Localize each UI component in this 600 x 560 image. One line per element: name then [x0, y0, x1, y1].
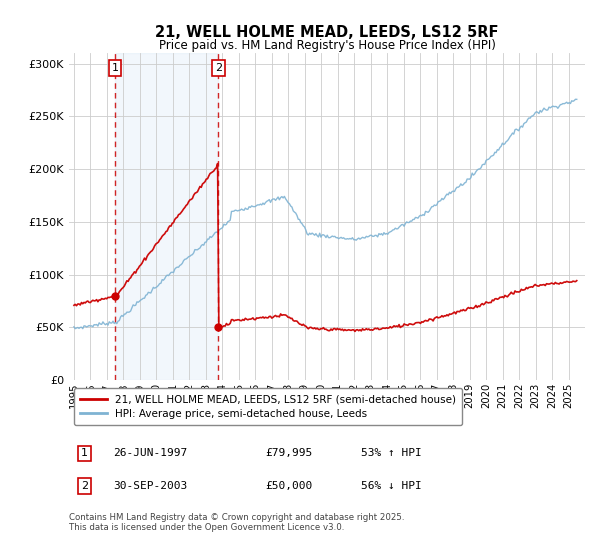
Text: 1: 1 — [81, 449, 88, 459]
Text: 2: 2 — [215, 63, 222, 73]
Text: Contains HM Land Registry data © Crown copyright and database right 2025.
This d: Contains HM Land Registry data © Crown c… — [69, 513, 404, 533]
Legend: 21, WELL HOLME MEAD, LEEDS, LS12 5RF (semi-detached house), HPI: Average price, : 21, WELL HOLME MEAD, LEEDS, LS12 5RF (se… — [74, 388, 462, 425]
Bar — [115, 53, 218, 380]
Text: 21, WELL HOLME MEAD, LEEDS, LS12 5RF: 21, WELL HOLME MEAD, LEEDS, LS12 5RF — [155, 25, 499, 40]
Text: 56% ↓ HPI: 56% ↓ HPI — [361, 481, 421, 491]
Text: £50,000: £50,000 — [265, 481, 313, 491]
Text: 2: 2 — [81, 481, 88, 491]
Text: 26-JUN-1997: 26-JUN-1997 — [113, 449, 187, 459]
Text: 1: 1 — [112, 63, 118, 73]
Text: £79,995: £79,995 — [265, 449, 313, 459]
Text: 53% ↑ HPI: 53% ↑ HPI — [361, 449, 421, 459]
Text: 30-SEP-2003: 30-SEP-2003 — [113, 481, 187, 491]
Text: Price paid vs. HM Land Registry's House Price Index (HPI): Price paid vs. HM Land Registry's House … — [158, 39, 496, 52]
